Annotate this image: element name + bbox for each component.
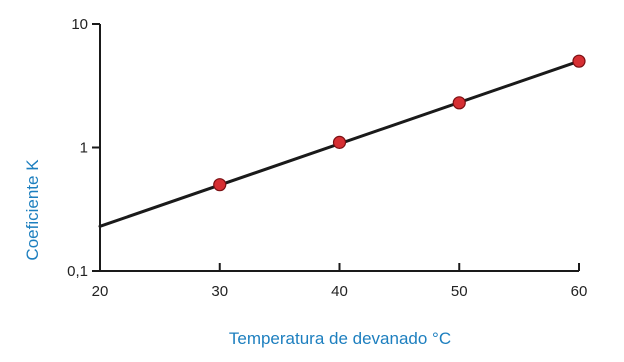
data-point	[452, 96, 466, 110]
x-tick-label: 20	[92, 283, 109, 300]
y-tick-label: 1	[80, 140, 88, 157]
y-tick-label: 10	[71, 16, 88, 33]
data-point	[572, 54, 586, 68]
y-tick-label: 0,1	[67, 263, 88, 280]
data-point	[332, 135, 347, 149]
data-point	[213, 178, 227, 192]
x-tick-label: 30	[211, 283, 228, 300]
x-axis-title: Temperatura de devanado °C	[229, 329, 451, 348]
x-tick-label: 40	[331, 283, 348, 300]
y-axis-title: Coeficiente K	[23, 159, 42, 261]
x-tick-label: 60	[571, 283, 588, 300]
x-tick-label: 50	[451, 283, 468, 300]
plot-area: 0,1 1 10 20 30 40 50 60	[67, 16, 587, 300]
